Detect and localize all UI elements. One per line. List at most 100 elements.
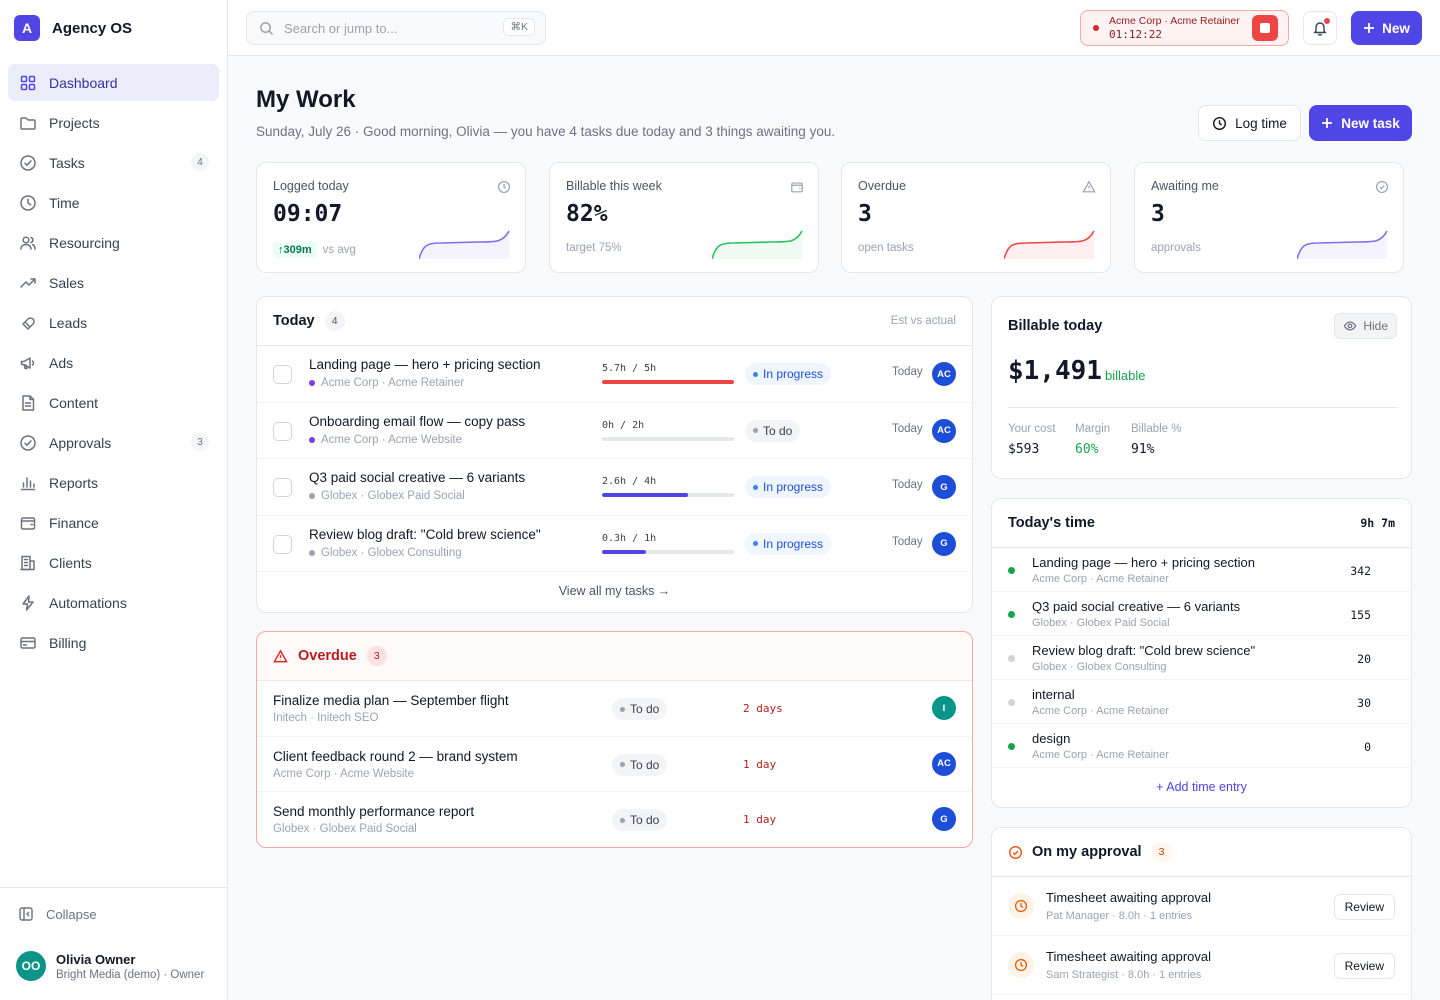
megaphone-icon: [19, 354, 37, 372]
sidebar-item-finance[interactable]: Finance: [8, 504, 219, 541]
assignee-avatar[interactable]: G: [932, 531, 956, 556]
task-checkbox[interactable]: [273, 365, 292, 384]
task-row[interactable]: Landing page — hero + pricing section Acm…: [257, 346, 972, 403]
days-overdue: 1 day: [743, 757, 777, 771]
task-checkbox[interactable]: [273, 478, 292, 497]
sidebar-item-leads[interactable]: Leads: [8, 304, 219, 341]
section-title: Today's time: [1008, 515, 1095, 531]
approval-title: Timesheet awaiting approval: [1046, 890, 1211, 905]
overdue-row[interactable]: Finalize media plan — September flight In…: [257, 681, 972, 737]
time-entry-row[interactable]: design Acme Corp · Acme Retainer 0: [992, 724, 1411, 768]
status-badge[interactable]: In progress: [745, 476, 832, 498]
assignee-avatar[interactable]: G: [932, 807, 956, 831]
time-entry-row[interactable]: Review blog draft: "Cold brew science" Gl…: [992, 636, 1411, 680]
new-task-button[interactable]: New task: [1309, 105, 1412, 141]
due-date: Today: [892, 479, 923, 491]
task-checkbox[interactable]: [273, 534, 292, 554]
stat-card-overdue[interactable]: Overdue 3 open tasks: [841, 162, 1111, 273]
brand-name: Agency OS: [52, 19, 133, 37]
status-badge[interactable]: To do: [612, 698, 668, 720]
progress-bar: [602, 380, 734, 384]
stat-card-logged-today[interactable]: Logged today 09:07 ↑309m vs avg: [256, 162, 526, 273]
sidebar-item-sales[interactable]: Sales: [8, 264, 219, 301]
sidebar-item-label: Automations: [49, 594, 127, 611]
est-vs-actual-progress: 5.7h / 5h: [602, 363, 734, 384]
sidebar-item-ads[interactable]: Ads: [8, 344, 219, 381]
task-row[interactable]: Q3 paid social creative — 6 variants Glob…: [257, 459, 972, 516]
sidebar-item-tasks[interactable]: Tasks 4: [8, 144, 219, 181]
sidebar-item-automations[interactable]: Automations: [8, 584, 219, 621]
status-badge[interactable]: To do: [612, 809, 668, 831]
search-shortcut: ⌘K: [503, 18, 535, 36]
sidebar-item-billing[interactable]: Billing: [8, 624, 219, 661]
add-time-entry-link[interactable]: + Add time entry: [1156, 780, 1247, 794]
status-badge[interactable]: To do: [745, 419, 801, 442]
view-all-tasks-link[interactable]: View all my tasks →: [558, 584, 671, 598]
approval-row[interactable]: Timesheet awaiting approval Sam Strategis…: [992, 936, 1411, 995]
assignee-avatar[interactable]: G: [932, 475, 956, 499]
status-label: In progress: [763, 480, 824, 494]
overdue-row[interactable]: Send monthly performance report Globex · …: [257, 792, 972, 848]
task-row[interactable]: Onboarding email flow — copy pass Acme Co…: [257, 403, 972, 459]
billable-status-dot: [1008, 699, 1015, 706]
stat-label: Awaiting me: [1151, 179, 1219, 193]
assignee-avatar[interactable]: AC: [932, 751, 956, 776]
status-label: To do: [630, 702, 660, 716]
time-entry-minutes: 155: [1350, 608, 1371, 622]
new-button[interactable]: New: [1351, 11, 1422, 45]
assignee-avatar[interactable]: I: [932, 696, 956, 720]
assignee-avatar[interactable]: AC: [932, 418, 956, 443]
sidebar-item-reports[interactable]: Reports: [8, 464, 219, 501]
clock-icon: [1008, 893, 1034, 919]
project-dot: [309, 380, 315, 386]
notifications-button[interactable]: [1303, 11, 1337, 45]
hide-label: Hide: [1363, 319, 1388, 333]
sidebar-item-dashboard[interactable]: Dashboard: [8, 64, 219, 101]
stat-margin: Margin 60%: [1075, 423, 1110, 457]
search-input[interactable]: Search or jump to... ⌘K: [246, 11, 546, 45]
sidebar-item-label: Dashboard: [49, 74, 118, 91]
running-timer[interactable]: Acme Corp · Acme Retainer 01:12:22: [1080, 10, 1289, 46]
overdue-row[interactable]: Client feedback round 2 — brand system Ac…: [257, 737, 972, 792]
approval-meta: Pat Manager · 8.0h · 1 entries: [1046, 910, 1193, 922]
task-name: Review blog draft: "Cold brew science": [309, 526, 541, 542]
due-date: Today: [892, 422, 923, 435]
section-title: Overdue: [298, 648, 357, 664]
notification-dot: [1324, 18, 1330, 24]
time-entry-row[interactable]: internal Acme Corp · Acme Retainer 30: [992, 680, 1411, 724]
collapse-button[interactable]: Collapse: [0, 888, 227, 940]
sidebar-item-label: Resourcing: [49, 234, 120, 251]
sidebar-item-clients[interactable]: Clients: [8, 544, 219, 581]
status-badge[interactable]: In progress: [745, 363, 832, 385]
brand[interactable]: A Agency OS: [0, 0, 227, 56]
sidebar-item-label: Finance: [49, 514, 99, 531]
sidebar-item-resourcing[interactable]: Resourcing: [8, 224, 219, 261]
sidebar-item-projects[interactable]: Projects: [8, 104, 219, 141]
status-badge[interactable]: To do: [612, 753, 668, 776]
sidebar-item-time[interactable]: Time: [8, 184, 219, 221]
approval-row[interactable]: Timesheet awaiting approval Pat Manager ·…: [992, 877, 1411, 936]
status-badge[interactable]: In progress: [745, 532, 832, 555]
user-menu[interactable]: OO Olivia Owner Bright Media (demo) · Ow…: [0, 940, 227, 992]
task-row[interactable]: Review blog draft: "Cold brew science" Gl…: [257, 516, 972, 572]
time-entry-meta: Globex · Globex Paid Social: [1032, 617, 1170, 629]
review-button[interactable]: Review: [1333, 894, 1395, 920]
log-time-button[interactable]: Log time: [1198, 105, 1301, 141]
time-entry-row[interactable]: Landing page — hero + pricing section Acm…: [992, 548, 1411, 592]
assignee-avatar[interactable]: AC: [932, 362, 956, 386]
timer-running-dot: [1093, 25, 1099, 31]
sidebar-item-content[interactable]: Content: [8, 384, 219, 421]
status-label: In progress: [763, 536, 824, 551]
task-checkbox[interactable]: [273, 421, 292, 441]
time-entry-row[interactable]: Q3 paid social creative — 6 variants Glob…: [992, 592, 1411, 636]
review-button[interactable]: Review: [1333, 953, 1395, 979]
stat-card-billable-week[interactable]: Billable this week 82% target 75%: [549, 162, 819, 273]
stop-timer-button[interactable]: [1252, 15, 1278, 41]
overdue-card: Overdue 3 Finalize media plan — Septembe…: [256, 631, 973, 848]
hide-button[interactable]: Hide: [1334, 313, 1397, 339]
users-icon: [19, 234, 37, 252]
trending-up-icon: [19, 274, 37, 292]
todays-time-card: Today's time 9h 7m Landing page — hero +…: [991, 498, 1412, 808]
stat-card-awaiting-me[interactable]: Awaiting me 3 approvals: [1134, 162, 1404, 273]
sidebar-item-approvals[interactable]: Approvals 3: [8, 424, 219, 461]
